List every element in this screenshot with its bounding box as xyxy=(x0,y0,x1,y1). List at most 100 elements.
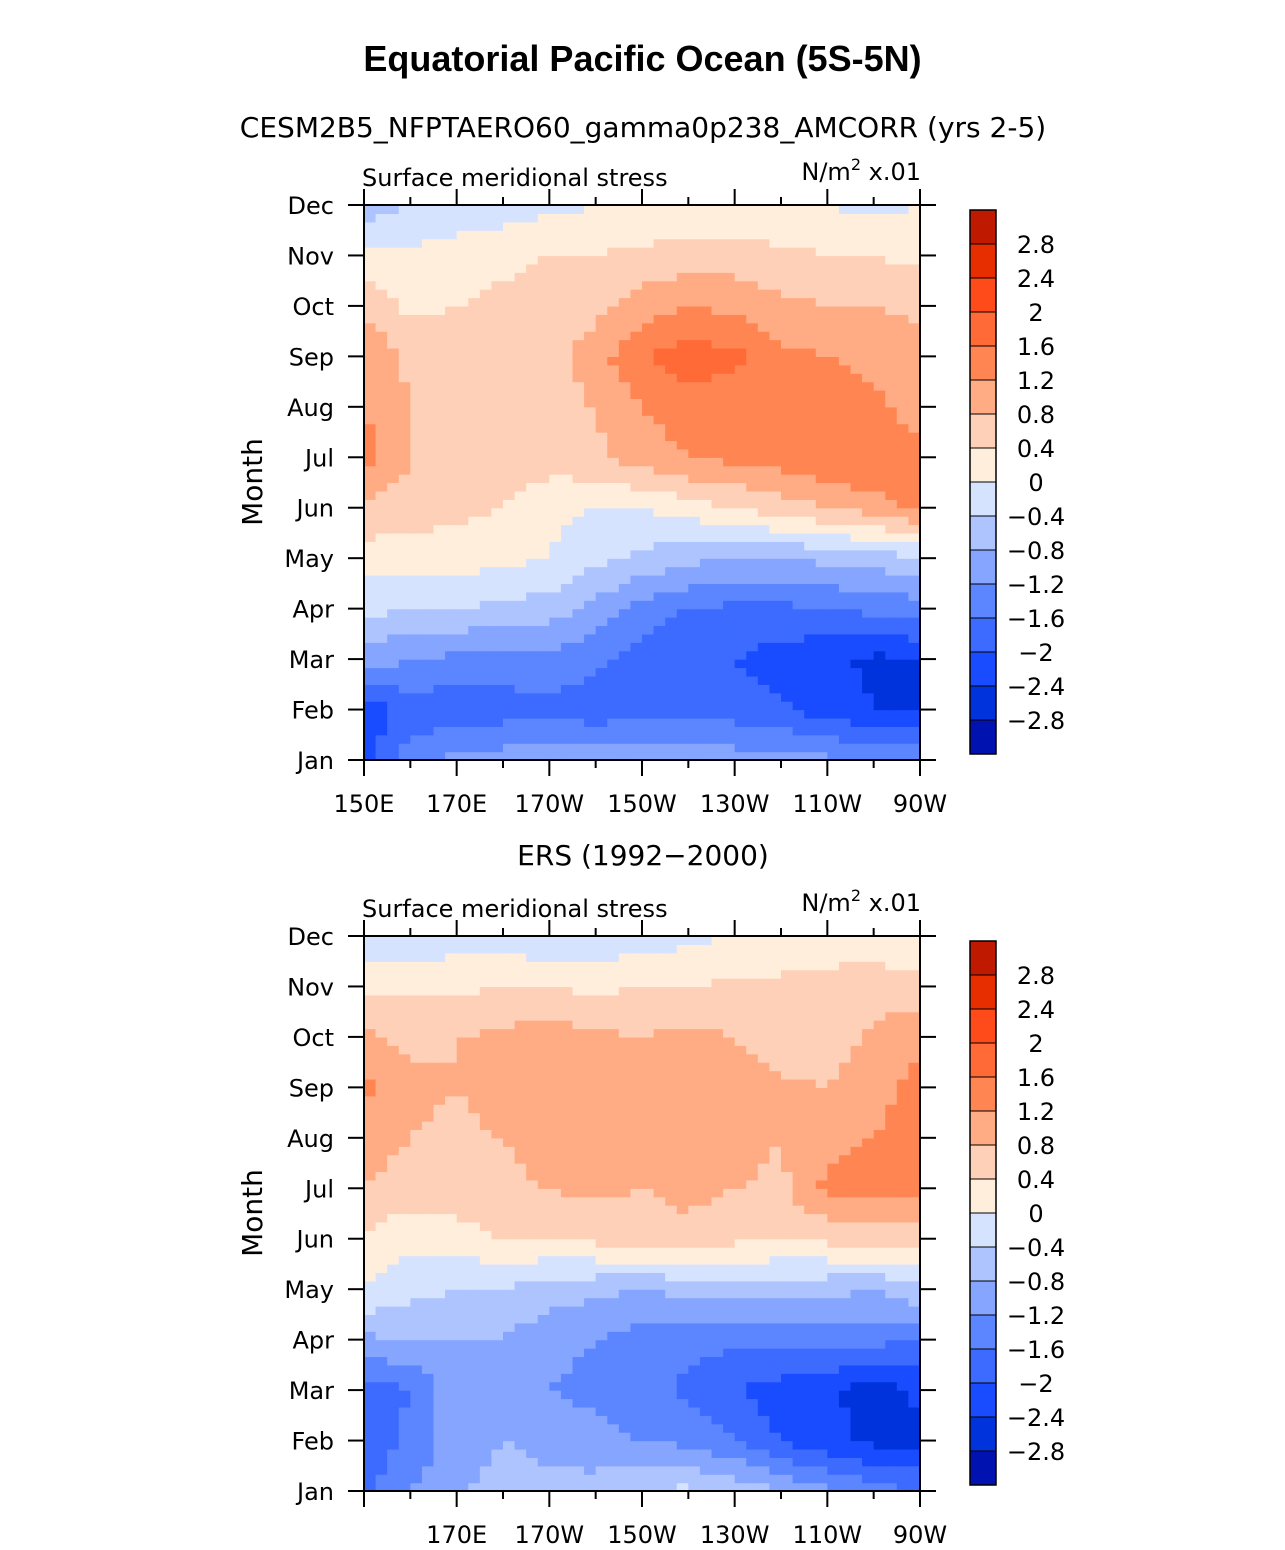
heatmap-cell xyxy=(560,432,574,442)
heatmap-cell xyxy=(642,1306,655,1316)
heatmap-cell xyxy=(862,743,875,753)
heatmap-cell xyxy=(584,373,597,383)
heatmap-cell xyxy=(653,1306,666,1316)
heatmap-cell xyxy=(503,1373,516,1383)
heatmap-cell xyxy=(746,322,759,332)
heatmap-cell xyxy=(711,398,724,408)
heatmap-cell xyxy=(781,642,794,652)
heatmap-cell xyxy=(572,1247,585,1257)
heatmap-cell xyxy=(699,743,713,753)
heatmap-cell xyxy=(445,524,458,534)
heatmap-cell xyxy=(676,734,689,744)
heatmap-cell xyxy=(908,692,921,702)
heatmap-cell xyxy=(445,692,458,702)
heatmap-cell xyxy=(699,297,713,307)
heatmap-cell xyxy=(699,390,713,400)
heatmap-cell xyxy=(792,221,805,231)
heatmap-cell xyxy=(595,1263,608,1273)
heatmap-cell xyxy=(734,1255,747,1265)
heatmap-cell xyxy=(676,490,689,500)
heatmap-cell xyxy=(653,675,666,685)
heatmap-cell xyxy=(630,347,643,357)
heatmap-cell xyxy=(468,1213,481,1223)
heatmap-cell xyxy=(572,474,585,484)
x-ticks: 150E 170E 170W 150W 130W 110W 90W xyxy=(334,189,947,818)
heatmap-cell xyxy=(665,709,678,719)
heatmap-cell xyxy=(792,499,805,509)
heatmap-cell xyxy=(827,743,840,753)
heatmap-cell xyxy=(618,490,632,500)
heatmap-cell xyxy=(584,457,597,467)
heatmap-cell xyxy=(456,1348,469,1358)
heatmap-cell xyxy=(445,566,458,576)
heatmap-cell xyxy=(873,1423,886,1433)
heatmap-cell xyxy=(607,625,620,635)
heatmap-cell xyxy=(468,1306,481,1316)
heatmap-cell xyxy=(815,280,828,290)
heatmap-cell xyxy=(665,305,678,315)
heatmap-cell xyxy=(607,482,620,492)
heatmap-cell xyxy=(456,608,469,618)
heatmap-cell xyxy=(526,743,539,753)
heatmap-cell xyxy=(630,1339,643,1349)
heatmap-cell xyxy=(792,1314,805,1324)
heatmap-cell xyxy=(514,558,527,568)
heatmap-cell xyxy=(862,280,875,290)
heatmap-cell xyxy=(896,541,910,551)
heatmap-cell xyxy=(827,617,840,627)
heatmap-cell xyxy=(607,591,620,601)
heatmap-cell xyxy=(375,1306,388,1316)
heatmap-cell xyxy=(781,213,794,223)
heatmap-cell xyxy=(769,406,782,416)
heatmap-cell xyxy=(364,499,377,509)
heatmap-cell xyxy=(642,1331,655,1341)
heatmap-cell xyxy=(398,701,411,711)
heatmap-cell xyxy=(757,633,771,643)
heatmap-cell xyxy=(792,255,805,265)
heatmap-cell xyxy=(827,709,840,719)
heatmap-cell xyxy=(688,524,701,534)
heatmap-cell xyxy=(723,1221,736,1231)
heatmap-cell xyxy=(873,1482,886,1492)
heatmap-cell xyxy=(908,1482,921,1492)
heatmap-cell xyxy=(479,305,493,315)
heatmap-cell xyxy=(572,650,585,660)
heatmap-cell xyxy=(908,272,921,282)
heatmap-cell xyxy=(572,238,585,248)
heatmap-cell xyxy=(618,734,632,744)
heatmap-cell xyxy=(711,659,724,669)
heatmap-cell xyxy=(572,247,585,257)
heatmap-cell xyxy=(445,305,458,315)
heatmap-cell xyxy=(572,465,585,475)
heatmap-cell xyxy=(584,541,597,551)
heatmap-cell xyxy=(445,1474,458,1484)
heatmap-cell xyxy=(526,457,539,467)
heatmap-cell xyxy=(653,1322,666,1332)
heatmap-cell xyxy=(468,322,481,332)
heatmap-cell xyxy=(873,1415,886,1425)
heatmap-cell xyxy=(387,457,400,467)
heatmap-cell xyxy=(699,482,713,492)
heatmap-cell xyxy=(699,1474,713,1484)
heatmap-cell xyxy=(375,1465,388,1475)
heatmap-cell xyxy=(526,364,539,374)
heatmap-cell xyxy=(746,238,759,248)
heatmap-cell xyxy=(595,507,608,517)
heatmap-cell xyxy=(665,373,678,383)
heatmap-cell xyxy=(699,1457,713,1467)
heatmap-cell xyxy=(873,684,886,694)
heatmap-cell xyxy=(723,507,736,517)
heatmap-cell xyxy=(642,1398,655,1408)
heatmap-cell xyxy=(456,1238,469,1248)
heatmap-cell xyxy=(804,507,817,517)
heatmap-cell xyxy=(445,280,458,290)
heatmap-cell xyxy=(711,743,724,753)
heatmap-cell xyxy=(862,339,875,349)
heatmap-cell xyxy=(873,524,886,534)
heatmap-cell xyxy=(549,213,562,223)
heatmap-cell xyxy=(560,247,574,257)
heatmap-cell xyxy=(456,255,469,265)
heatmap-cell xyxy=(560,1415,574,1425)
heatmap-cell xyxy=(711,1364,724,1374)
heatmap-cell xyxy=(688,1272,701,1282)
